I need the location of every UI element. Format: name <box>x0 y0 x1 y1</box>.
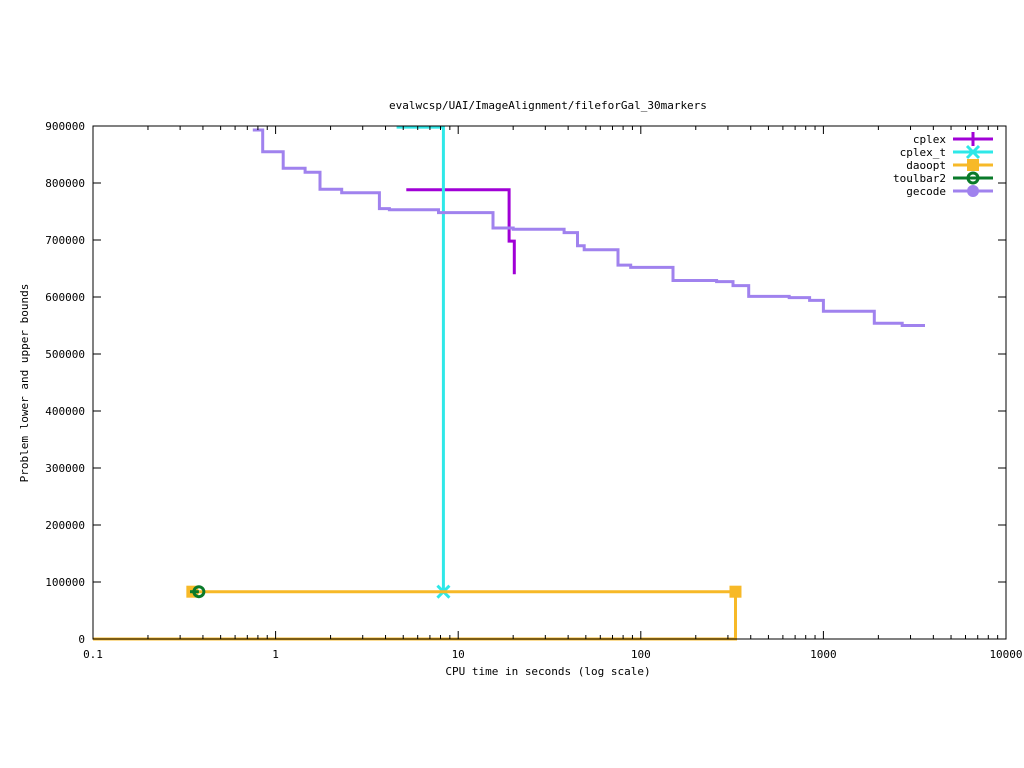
y-tick-label: 900000 <box>45 120 85 133</box>
x-tick-label: 1 <box>272 648 279 661</box>
y-tick-label: 700000 <box>45 234 85 247</box>
legend-label: cplex <box>913 133 946 146</box>
x-axis-label: CPU time in seconds (log scale) <box>445 665 650 678</box>
legend-label: gecode <box>906 185 946 198</box>
legend-marker <box>965 144 981 160</box>
legend-item-gecode: gecode <box>906 185 993 198</box>
series-line-gecode <box>252 128 925 327</box>
legend-label: toulbar2 <box>893 172 946 185</box>
series-line-cplex-t <box>396 125 445 592</box>
y-tick-label: 600000 <box>45 291 85 304</box>
x-tick-label: 0.1 <box>83 648 103 661</box>
chart-title: evalwcsp/UAI/ImageAlignment/fileforGal_3… <box>389 99 707 112</box>
series-marker-daoopt <box>729 585 742 598</box>
y-tick-label: 500000 <box>45 348 85 361</box>
legend-marker <box>966 132 980 146</box>
y-tick-label: 200000 <box>45 519 85 532</box>
legend-label: cplex_t <box>900 146 946 159</box>
legend-item-cplex-t: cplex_t <box>900 144 993 160</box>
y-tick-label: 800000 <box>45 177 85 190</box>
legend-marker <box>967 159 979 171</box>
y-tick-label: 100000 <box>45 576 85 589</box>
y-tick-label: 0 <box>78 633 85 646</box>
y-tick-label: 400000 <box>45 405 85 418</box>
y-axis-label: Problem lower and upper bounds <box>18 284 31 483</box>
x-tick-label: 1000 <box>810 648 837 661</box>
legend-marker <box>967 185 979 197</box>
legend-item-cplex: cplex <box>913 132 993 146</box>
series-line-daoopt <box>93 590 737 641</box>
axes: 0 100000 200000 300000 400000 500000 600000 700… <box>45 120 1022 661</box>
x-tick-label: 10000 <box>989 648 1022 661</box>
legend-label: daoopt <box>906 159 946 172</box>
x-tick-label: 100 <box>631 648 651 661</box>
legend-item-toulbar2: toulbar2 <box>893 171 993 185</box>
series-line-cplex <box>406 188 516 275</box>
legend-marker <box>966 171 980 185</box>
y-tick-label: 300000 <box>45 462 85 475</box>
series-marker-toulbar2 <box>192 585 206 599</box>
legend-item-daoopt: daoopt <box>906 159 993 172</box>
plot-area <box>93 125 925 641</box>
plot-frame <box>92 125 1007 640</box>
x-tick-label: 10 <box>452 648 465 661</box>
